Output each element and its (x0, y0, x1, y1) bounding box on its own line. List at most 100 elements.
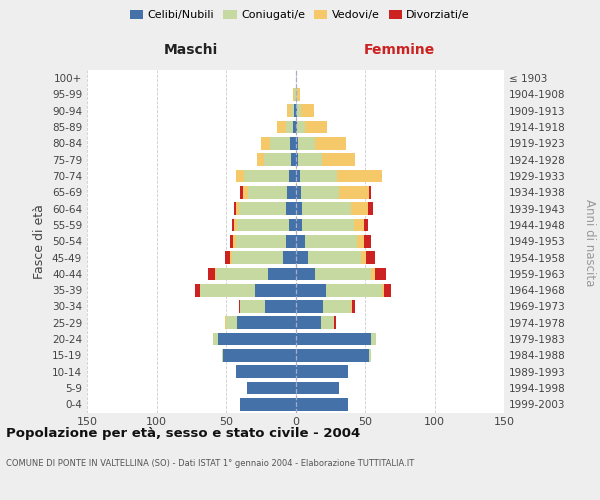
Bar (368, 202, 373, 215)
Bar (237, 316, 296, 329)
Bar (296, 154, 298, 166)
Bar (290, 137, 296, 150)
Bar (237, 218, 289, 232)
Bar (232, 218, 235, 232)
Text: Maschi: Maschi (164, 44, 218, 58)
Bar (352, 300, 355, 313)
Bar (294, 104, 296, 117)
Bar (299, 170, 337, 182)
Bar (230, 235, 233, 248)
Bar (292, 154, 296, 166)
Bar (286, 120, 293, 134)
Bar (233, 235, 236, 248)
Bar (235, 202, 236, 215)
Bar (277, 120, 286, 134)
Bar (296, 104, 297, 117)
Bar (224, 316, 226, 329)
Bar (286, 235, 296, 248)
Bar (296, 202, 302, 215)
Bar (298, 154, 322, 166)
Bar (296, 137, 298, 150)
Bar (367, 251, 375, 264)
Bar (292, 104, 294, 117)
Bar (218, 332, 296, 345)
Bar (236, 235, 286, 248)
Bar (298, 137, 315, 150)
Bar (240, 398, 296, 410)
Bar (240, 300, 265, 313)
Bar (293, 88, 294, 101)
Bar (354, 218, 364, 232)
Bar (296, 218, 302, 232)
Bar (296, 284, 326, 296)
Bar (301, 104, 314, 117)
Bar (302, 202, 351, 215)
Bar (236, 366, 296, 378)
Bar (248, 186, 287, 198)
Bar (230, 251, 232, 264)
Bar (265, 300, 296, 313)
Legend: Celibi/Nubili, Coniugati/e, Vedovi/e, Divorziati/e: Celibi/Nubili, Coniugati/e, Vedovi/e, Di… (125, 6, 475, 25)
Bar (215, 268, 216, 280)
Bar (222, 349, 223, 362)
Bar (196, 284, 200, 296)
Bar (261, 137, 271, 150)
Bar (214, 332, 218, 345)
Bar (323, 300, 351, 313)
Bar (308, 251, 361, 264)
Bar (301, 186, 338, 198)
Bar (232, 251, 283, 264)
Bar (226, 316, 237, 329)
Bar (296, 382, 338, 394)
Bar (296, 349, 369, 362)
Bar (369, 349, 371, 362)
Bar (296, 366, 349, 378)
Y-axis label: Fasce di età: Fasce di età (34, 204, 46, 279)
Bar (371, 268, 375, 280)
Bar (236, 170, 244, 182)
Bar (356, 235, 364, 248)
Bar (294, 88, 296, 101)
Bar (296, 300, 323, 313)
Bar (255, 284, 296, 296)
Bar (240, 186, 242, 198)
Bar (296, 251, 308, 264)
Bar (296, 120, 297, 134)
Bar (283, 251, 296, 264)
Bar (289, 218, 296, 232)
Bar (364, 235, 371, 248)
Bar (296, 186, 301, 198)
Bar (268, 268, 296, 280)
Bar (369, 186, 371, 198)
Bar (223, 349, 296, 362)
Bar (296, 88, 297, 101)
Bar (382, 284, 385, 296)
Text: Popolazione per età, sesso e stato civile - 2004: Popolazione per età, sesso e stato civil… (6, 428, 360, 440)
Text: Femmine: Femmine (364, 44, 436, 58)
Bar (351, 300, 352, 313)
Bar (224, 251, 230, 264)
Bar (296, 235, 305, 248)
Bar (297, 120, 305, 134)
Bar (305, 235, 356, 248)
Bar (247, 382, 296, 394)
Bar (296, 170, 299, 182)
Bar (289, 170, 296, 182)
Bar (297, 88, 299, 101)
Bar (351, 202, 368, 215)
Bar (244, 170, 289, 182)
Bar (338, 186, 369, 198)
Bar (235, 218, 237, 232)
Bar (239, 202, 286, 215)
Bar (305, 120, 328, 134)
Bar (287, 186, 296, 198)
Bar (334, 316, 336, 329)
Bar (263, 154, 292, 166)
Bar (239, 300, 240, 313)
Bar (287, 104, 292, 117)
Bar (385, 284, 391, 296)
Bar (293, 120, 296, 134)
Bar (320, 316, 334, 329)
Bar (337, 170, 382, 182)
Bar (271, 137, 290, 150)
